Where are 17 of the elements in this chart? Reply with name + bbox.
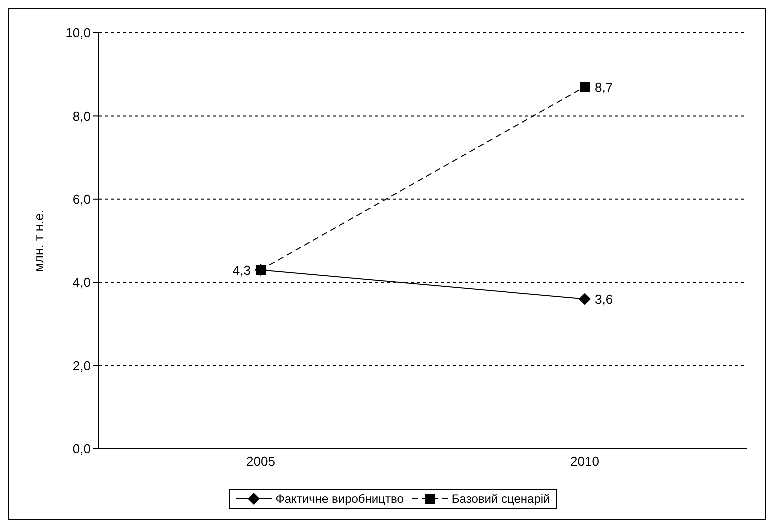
- y-tick-label: 4,0: [72, 275, 91, 290]
- data-label: 3,6: [595, 292, 614, 308]
- y-tick-label: 2,0: [72, 358, 91, 374]
- legend-label: Фактичне виробництво: [276, 492, 404, 506]
- point: [580, 82, 590, 92]
- y-axis-title: млн. т н.е.: [32, 210, 47, 272]
- data-label: 4,3: [232, 263, 251, 278]
- x-tick-label: 2005: [246, 454, 276, 470]
- point: [579, 293, 591, 306]
- y-tick-label: 6,0: [72, 192, 91, 208]
- x-tick-label: 2010: [570, 454, 600, 470]
- data-label: 8,7: [595, 80, 614, 96]
- y-tick-label: 0,0: [72, 442, 91, 457]
- y-tick-label: 8,0: [72, 108, 91, 124]
- y-tick-label: 10,0: [66, 26, 91, 41]
- point: [256, 265, 266, 276]
- legend-label: Базовий сценарій: [452, 492, 550, 506]
